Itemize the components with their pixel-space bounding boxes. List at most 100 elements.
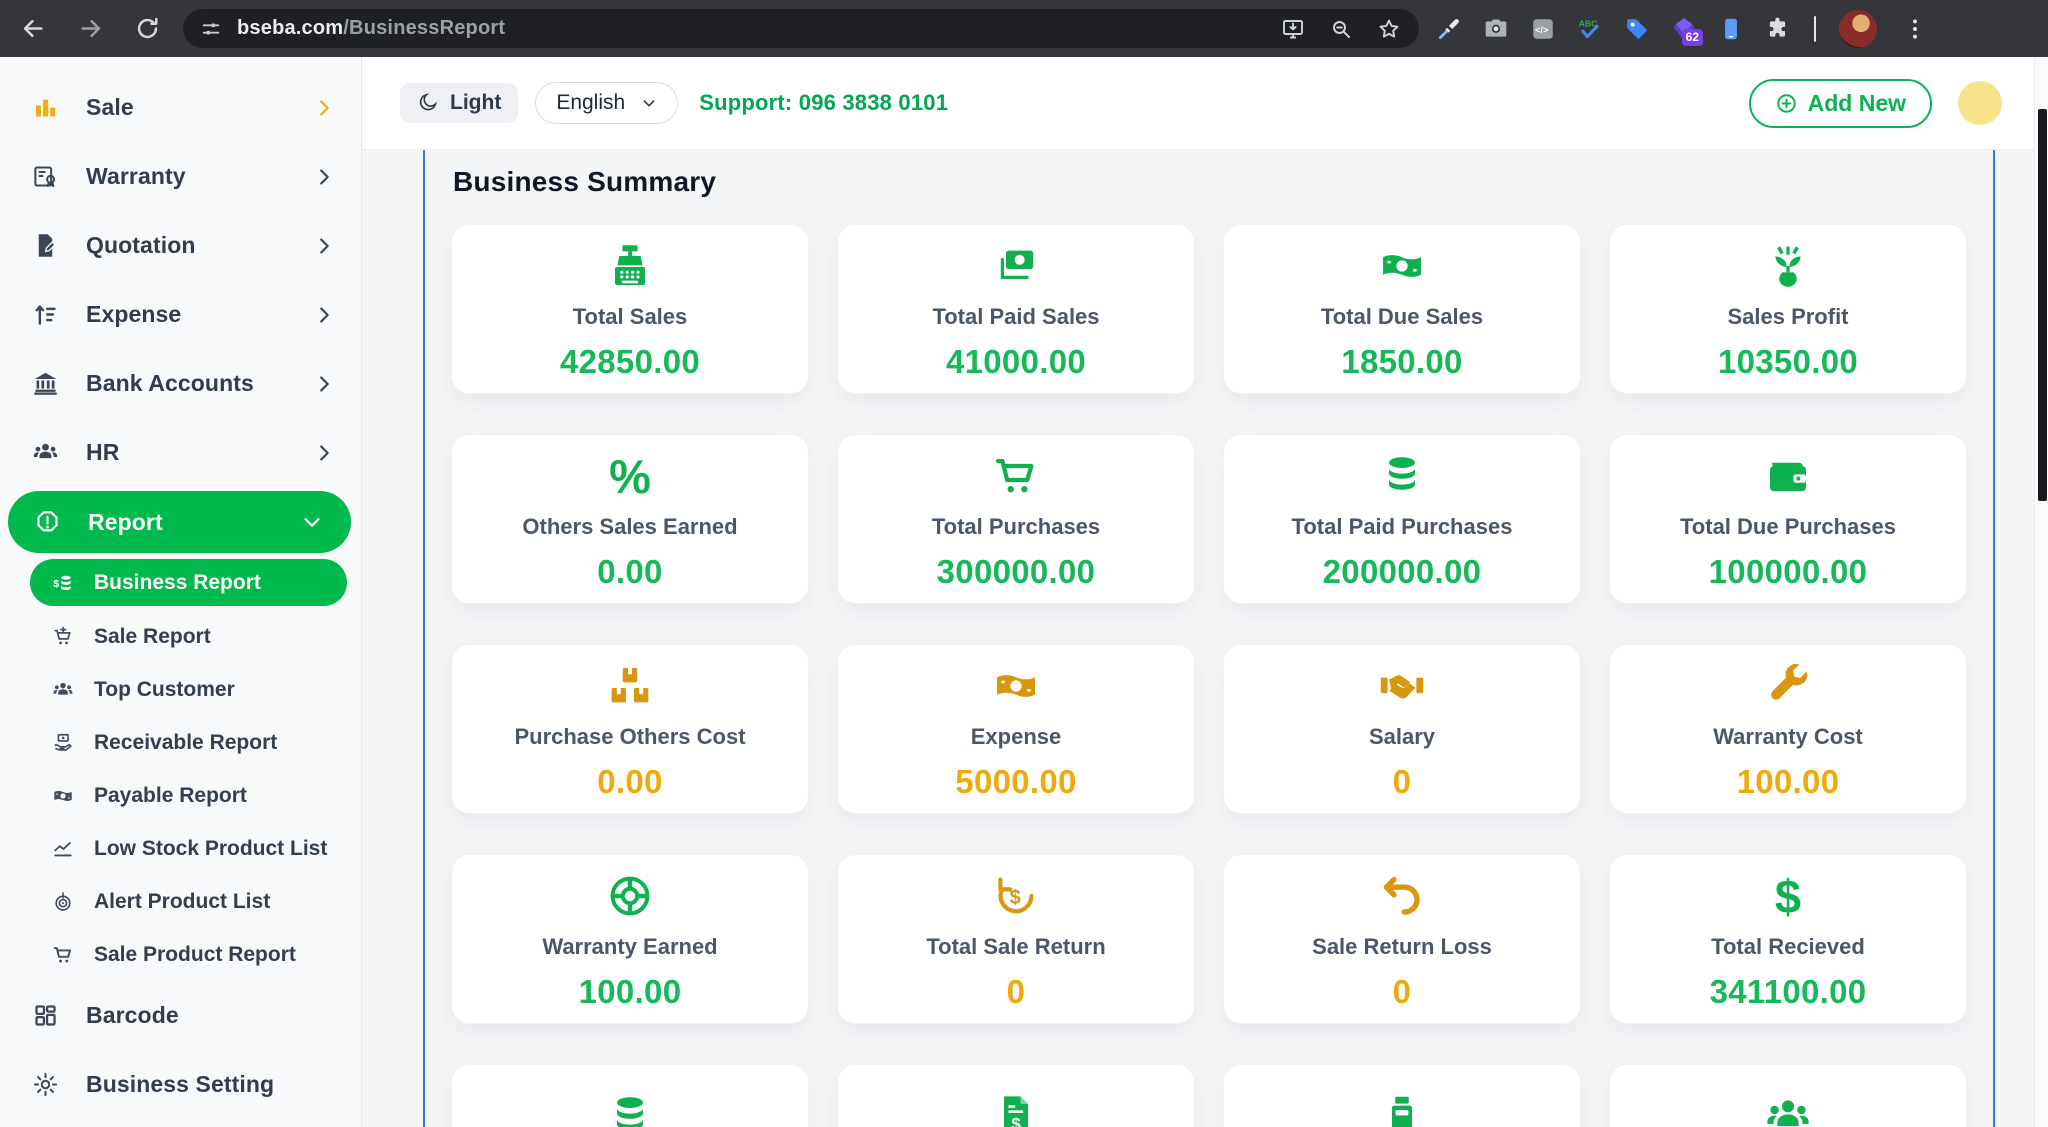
eyedropper-extension-icon[interactable]: [1436, 16, 1462, 42]
undo-icon: [1378, 872, 1426, 920]
card-label: Total Paid Sales: [932, 304, 1100, 329]
card-icon-wrap: [606, 241, 654, 291]
sidebar-subitem-label: Receivable Report: [94, 730, 278, 754]
site-settings-icon[interactable]: [200, 18, 222, 40]
sidebar-subitem-payable-report[interactable]: Payable Report: [0, 769, 361, 822]
browser-reload-icon[interactable]: [134, 15, 161, 42]
zoom-icon[interactable]: [1329, 17, 1353, 41]
wrench-icon: [1764, 662, 1812, 710]
card-icon-wrap: [1378, 241, 1426, 291]
sidebar-item-expense[interactable]: Expense: [0, 280, 361, 349]
sidebar-item-label: Business Setting: [86, 1071, 275, 1097]
card-label: Total Purchases: [931, 514, 1101, 539]
card-value: 41000.00: [945, 343, 1087, 380]
scrollbar-thumb[interactable]: [2038, 109, 2047, 501]
summary-card-partial: $: [837, 1064, 1195, 1127]
chevron-right-icon: [313, 304, 335, 326]
tag-extension-icon[interactable]: [1624, 16, 1650, 42]
sidebar-subitem-label: Low Stock Product List: [94, 836, 328, 860]
handshake-icon: [1378, 662, 1426, 710]
sidebar-item-barcode[interactable]: Barcode: [0, 981, 361, 1050]
summary-panel: Business Summary Total Sales 42850.00 Tota…: [423, 150, 1995, 1127]
sidebar-subitem-receivable-report[interactable]: Receivable Report: [0, 716, 361, 769]
summary-card-expense: Expense 5000.00: [837, 644, 1195, 814]
chevron-right-icon: [313, 373, 335, 395]
card-value: 200000.00: [1322, 553, 1482, 590]
spellcheck-extension-icon[interactable]: ABC: [1577, 16, 1603, 42]
bookmark-star-icon[interactable]: [1377, 17, 1401, 41]
alert-octagon-icon: [34, 509, 61, 536]
card-icon-wrap: [1764, 1091, 1812, 1127]
user-avatar[interactable]: [1958, 81, 2002, 125]
card-icon-wrap: [606, 871, 654, 921]
sidebar-item-label: Sale: [86, 94, 134, 120]
summary-card-warranty-cost: Warranty Cost 100.00: [1609, 644, 1967, 814]
card-label: Salary: [1368, 724, 1436, 749]
card-value: 0: [1392, 973, 1412, 1010]
sidebar: Sale Warranty Quotation Expense Bank Account…: [0, 57, 362, 1127]
camera-extension-icon[interactable]: [1483, 16, 1509, 42]
card-label: Total Due Sales: [1320, 304, 1484, 329]
card-label: Expense: [970, 724, 1062, 749]
card-label: Warranty Cost: [1713, 724, 1863, 749]
sidebar-item-warranty[interactable]: Warranty: [0, 142, 361, 211]
card-icon-wrap: [606, 661, 654, 711]
sidebar-subitem-alert-product-list[interactable]: Alert Product List: [0, 875, 361, 928]
sidebar-item-hr[interactable]: HR: [0, 418, 361, 487]
summary-card-partial: [1609, 1064, 1967, 1127]
card-value: 5000.00: [955, 763, 1077, 800]
add-new-button[interactable]: Add New: [1748, 78, 1932, 128]
phone-extension-icon[interactable]: [1718, 16, 1744, 42]
sidebar-subitem-business-report[interactable]: $ Business Report: [30, 559, 347, 606]
sidebar-item-business-setting[interactable]: Business Setting: [0, 1050, 361, 1119]
install-app-icon[interactable]: [1281, 17, 1305, 41]
cart-icon: [992, 452, 1040, 500]
dollar-rotate-icon: $: [992, 872, 1040, 920]
browser-forward-icon[interactable]: [77, 15, 104, 42]
sidebar-subitem-label: Sale Report: [94, 624, 211, 648]
diamond-extension-icon[interactable]: 62: [1671, 16, 1703, 46]
extensions-puzzle-icon[interactable]: [1765, 16, 1791, 42]
card-icon-wrap: [606, 1091, 654, 1127]
sidebar-item-quotation[interactable]: Quotation: [0, 211, 361, 280]
chevron-down-icon: [301, 511, 323, 533]
card-icon-wrap: [992, 451, 1040, 501]
sidebar-item-label: Expense: [86, 301, 182, 327]
sidebar-item-sale[interactable]: Sale: [0, 73, 361, 142]
sidebar-subitem-sale-report[interactable]: Sale Report: [0, 610, 361, 663]
card-value: 1850.00: [1341, 343, 1463, 380]
card-icon-wrap: [1764, 661, 1812, 711]
sidebar-subitem-sale-product-report[interactable]: Sale Product Report: [0, 928, 361, 981]
summary-card-total-sale-return: $ Total Sale Return 0: [837, 854, 1195, 1024]
sidebar-subitem-low-stock-product-list[interactable]: Low Stock Product List: [0, 822, 361, 875]
browser-back-icon[interactable]: [20, 15, 47, 42]
card-value: 341100.00: [1709, 973, 1867, 1010]
url-text: bseba.com/BusinessReport: [237, 17, 506, 39]
coins-dollar-icon: $: [52, 572, 74, 594]
file-pen-icon: [32, 232, 59, 259]
card-label: Others Sales Earned: [522, 514, 738, 539]
language-select[interactable]: English: [535, 82, 679, 124]
coins-icon: [606, 1092, 654, 1127]
bar-chart-icon: [32, 94, 59, 121]
theme-toggle-button[interactable]: Light: [400, 83, 519, 123]
extension-badge: 62: [1681, 29, 1703, 46]
sidebar-item-label: Quotation: [86, 232, 196, 258]
summary-card-grid: Total Sales 42850.00 Total Paid Sales 41000…: [451, 224, 1967, 1127]
card-value: 100000.00: [1708, 553, 1868, 590]
svg-text:$: $: [1011, 1115, 1021, 1127]
sidebar-subitem-top-customer[interactable]: Top Customer: [0, 663, 361, 716]
card-icon-wrap: [992, 661, 1040, 711]
browser-profile-avatar[interactable]: [1839, 9, 1877, 48]
cart-icon: [52, 944, 74, 966]
sidebar-item-report[interactable]: Report: [8, 491, 351, 553]
code-extension-icon[interactable]: </>: [1530, 16, 1556, 42]
page-scrollbar[interactable]: [2034, 57, 2048, 1127]
browser-toolbar: bseba.com/BusinessReport </> ABC 62: [0, 0, 2048, 57]
card-label: Total Sale Return: [926, 934, 1106, 959]
sidebar-subitem-label: Top Customer: [94, 677, 235, 701]
address-bar[interactable]: bseba.com/BusinessReport: [183, 9, 1419, 48]
browser-menu-icon[interactable]: [1902, 16, 1928, 42]
sidebar-item-bank-accounts[interactable]: Bank Accounts: [0, 349, 361, 418]
certificate-icon: [32, 163, 59, 190]
